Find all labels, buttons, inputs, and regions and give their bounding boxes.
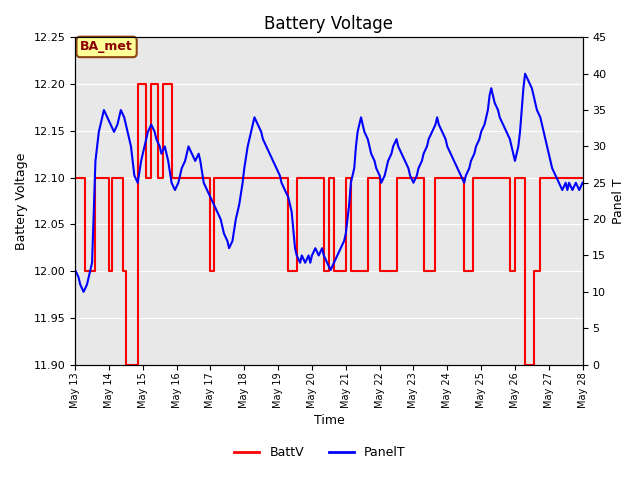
Y-axis label: Battery Voltage: Battery Voltage xyxy=(15,152,28,250)
Title: Battery Voltage: Battery Voltage xyxy=(264,15,394,33)
Legend: BattV, PanelT: BattV, PanelT xyxy=(229,441,411,464)
Text: BA_met: BA_met xyxy=(80,40,133,53)
Y-axis label: Panel T: Panel T xyxy=(612,178,625,224)
X-axis label: Time: Time xyxy=(314,414,344,427)
